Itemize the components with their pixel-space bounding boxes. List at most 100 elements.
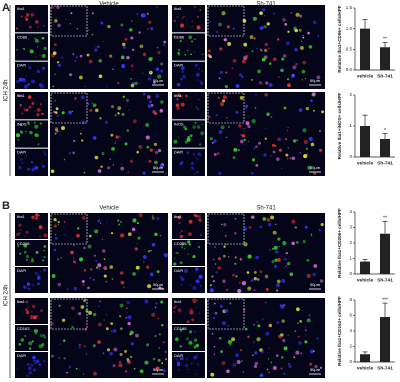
cell [37, 143, 40, 146]
cell [220, 125, 225, 130]
cell [126, 301, 130, 305]
cell [72, 244, 75, 247]
cell [189, 310, 194, 315]
cell [136, 13, 139, 15]
cell [160, 300, 164, 304]
cell [163, 40, 166, 44]
cell [117, 82, 120, 85]
cell [198, 320, 200, 322]
cell [159, 235, 162, 237]
cell [155, 302, 158, 305]
cell [222, 279, 226, 284]
cell [94, 155, 99, 160]
cell [270, 215, 275, 220]
channel-label: CD86 [174, 34, 185, 39]
cell [239, 349, 242, 352]
cell [226, 369, 230, 374]
cell [38, 344, 43, 349]
cell [275, 223, 277, 225]
cell [245, 121, 250, 126]
cell [152, 110, 156, 114]
cell [110, 232, 114, 235]
cell [223, 223, 227, 227]
cell [23, 285, 26, 288]
cell [158, 317, 160, 320]
cell [261, 82, 264, 85]
cell [321, 110, 325, 114]
cell [208, 115, 211, 119]
scale-label: 50μm [153, 165, 164, 170]
cell [83, 246, 86, 250]
cell [53, 218, 57, 222]
cell [219, 70, 224, 75]
cell [259, 270, 263, 274]
channel-label: Iba1 [17, 214, 26, 219]
cell [115, 135, 119, 139]
cell [279, 304, 283, 308]
cell [26, 282, 31, 286]
cell [17, 138, 20, 142]
cell [239, 139, 244, 144]
cell [90, 268, 93, 271]
cell [119, 315, 122, 318]
cell [188, 219, 193, 224]
cell [88, 310, 93, 315]
micrograph [15, 267, 48, 293]
significance: ** [383, 37, 387, 43]
cell [184, 94, 188, 98]
cell [29, 130, 33, 135]
cell [42, 66, 46, 70]
zoom-box [207, 92, 245, 124]
cell [234, 256, 237, 259]
cell [219, 304, 224, 308]
cell [199, 155, 202, 157]
cell [126, 358, 130, 361]
channel-label: Iba1 [174, 6, 183, 11]
cell [190, 362, 193, 365]
cell [299, 319, 303, 323]
cell [187, 135, 191, 139]
cell [145, 135, 150, 140]
cell [176, 94, 178, 96]
cell [136, 222, 139, 225]
cell [110, 329, 113, 332]
cell [120, 163, 123, 165]
cell [83, 373, 85, 375]
cell [136, 243, 139, 245]
cell [224, 234, 227, 237]
cell [292, 65, 297, 70]
cell [35, 251, 39, 254]
cell [304, 77, 307, 80]
cell [299, 152, 302, 154]
cell [28, 25, 32, 29]
cell [283, 346, 288, 351]
cell [114, 114, 117, 117]
cell [101, 249, 106, 253]
cell [213, 317, 216, 320]
cell [102, 41, 104, 43]
cell [219, 47, 223, 51]
cell [255, 164, 259, 167]
cell [243, 227, 248, 231]
cell [296, 241, 299, 244]
cell [201, 53, 204, 56]
cell [146, 265, 150, 269]
cell [148, 159, 152, 163]
cell [57, 63, 61, 67]
cell [50, 354, 55, 358]
cell [306, 318, 311, 323]
cell [38, 363, 41, 366]
cell [81, 120, 86, 125]
cell [199, 285, 202, 287]
cell [126, 129, 130, 132]
cell [37, 282, 40, 286]
cell [254, 351, 257, 353]
cell [36, 113, 40, 117]
cell [295, 307, 300, 312]
cell [27, 167, 31, 171]
cell [126, 99, 129, 102]
channel-label: CD163 [174, 326, 187, 331]
cell [92, 344, 96, 348]
cell [39, 103, 42, 105]
cell [163, 253, 168, 258]
